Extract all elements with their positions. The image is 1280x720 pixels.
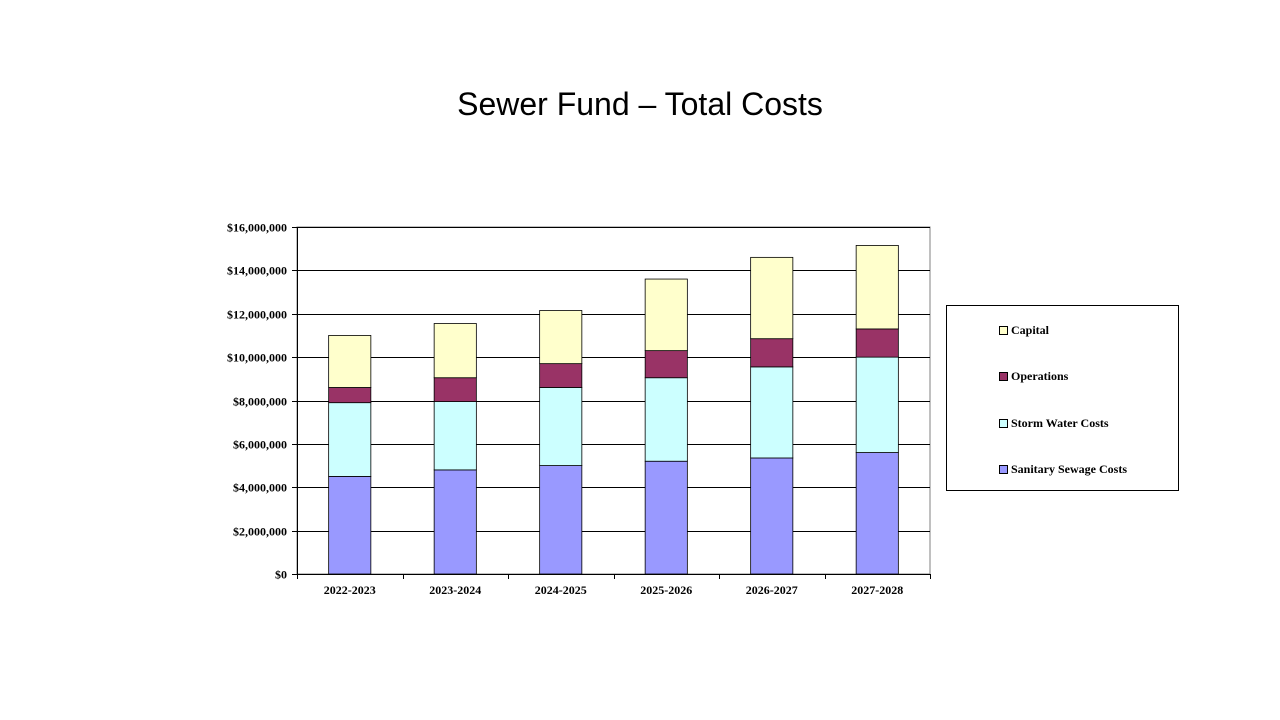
x-tick-label: 2023-2024 (429, 583, 481, 597)
bar-sanitary-sewage-costs (855, 452, 899, 575)
legend-item: Capital (999, 323, 1049, 337)
y-tick-label: $16,000,000 (227, 221, 287, 235)
bar-storm-water-costs (328, 402, 372, 477)
bar-operations (539, 363, 583, 388)
bar-sanitary-sewage-costs (644, 460, 688, 575)
bar-sanitary-sewage-costs (750, 457, 794, 575)
bar-storm-water-costs (855, 356, 899, 453)
y-tick-label: $10,000,000 (227, 351, 287, 365)
bar-operations (328, 387, 372, 404)
bar-storm-water-costs (539, 387, 583, 466)
bar-sanitary-sewage-costs (328, 476, 372, 575)
legend-swatch (999, 371, 1008, 381)
bar-capital (644, 278, 688, 352)
y-tick-label: $2,000,000 (233, 525, 287, 539)
legend-label: Capital (1011, 322, 1050, 337)
bar-operations (855, 328, 899, 358)
y-tick-label: $4,000,000 (233, 481, 287, 495)
legend-item: Storm Water Costs (999, 416, 1109, 430)
x-tick-label: 2022-2023 (324, 583, 376, 597)
y-tick-label: $6,000,000 (233, 438, 287, 452)
x-tick-label: 2027-2028 (851, 583, 903, 597)
legend-label: Sanitary Sewage Costs (1011, 461, 1127, 476)
legend-label: Storm Water Costs (1011, 415, 1109, 430)
bar-operations (750, 338, 794, 368)
x-tick-label: 2024-2025 (535, 583, 587, 597)
chart-legend: Capital Operations Storm Water Costs Sanita… (946, 305, 1179, 491)
bar-capital (855, 245, 899, 330)
bar-operations (433, 377, 477, 402)
x-tick-label: 2025-2026 (640, 583, 692, 597)
bar-sanitary-sewage-costs (433, 469, 477, 575)
bar-operations (644, 350, 688, 379)
x-tick-label: 2026-2027 (746, 583, 798, 597)
slide-title: Sewer Fund – Total Costs (457, 86, 823, 122)
bar-storm-water-costs (644, 377, 688, 462)
bar-capital (328, 335, 372, 388)
bar-storm-water-costs (433, 401, 477, 471)
bar-sanitary-sewage-costs (539, 465, 583, 575)
bar-capital (433, 323, 477, 379)
plot-area (296, 226, 931, 575)
y-tick-label: $12,000,000 (227, 308, 287, 322)
bar-storm-water-costs (750, 366, 794, 459)
y-tick-label: $0 (275, 568, 287, 582)
legend-item: Operations (999, 369, 1068, 383)
legend-label: Operations (1011, 368, 1069, 383)
legend-swatch (999, 464, 1008, 474)
legend-swatch (999, 325, 1008, 335)
y-tick-label: $8,000,000 (233, 395, 287, 409)
bar-capital (539, 310, 583, 365)
legend-item: Sanitary Sewage Costs (999, 462, 1127, 476)
y-tick-label: $14,000,000 (227, 264, 287, 278)
bar-capital (750, 256, 794, 340)
legend-swatch (999, 418, 1008, 428)
